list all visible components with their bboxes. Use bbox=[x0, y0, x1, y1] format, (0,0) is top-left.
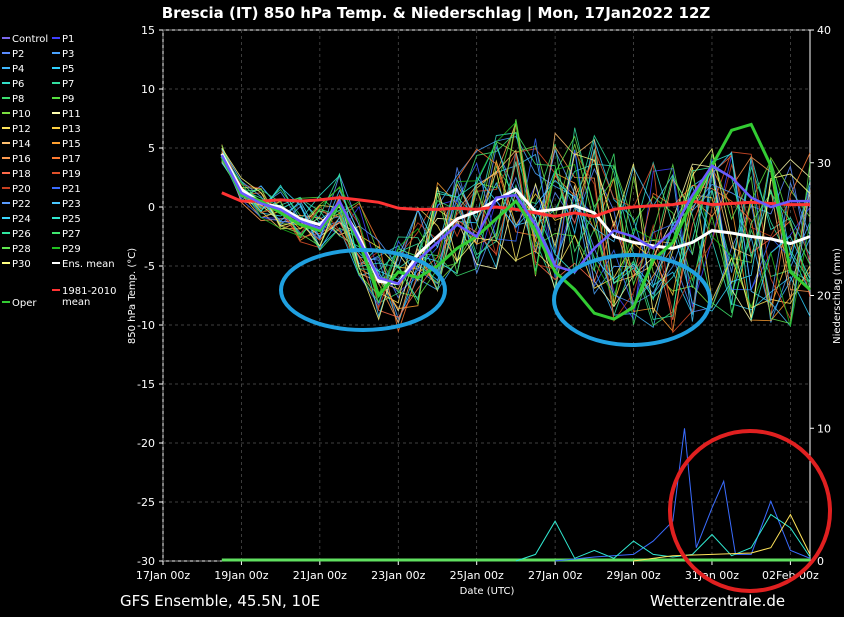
y-tick-label-left: -30 bbox=[137, 555, 155, 568]
x-tick-label: 17Jan 00z bbox=[136, 569, 190, 582]
legend-label: P22 bbox=[12, 199, 31, 210]
ensemble-member-line bbox=[221, 148, 811, 328]
ensemble-member-line bbox=[221, 150, 811, 323]
annotation-ellipse-right bbox=[552, 253, 712, 347]
x-axis: 17Jan 00z 19Jan 00z 21Jan 00z 23Jan 00z 25Ja… bbox=[136, 561, 819, 582]
x-tick-label: 23Jan 00z bbox=[371, 569, 425, 582]
x-tick-label: 02Feb 00z bbox=[762, 569, 819, 582]
legend-label: P23 bbox=[62, 199, 81, 210]
legend-label: P7 bbox=[62, 79, 74, 90]
series-line bbox=[221, 191, 810, 218]
ensemble-member-line bbox=[221, 148, 811, 305]
precip-line bbox=[515, 513, 811, 562]
legend-label: P13 bbox=[62, 124, 81, 135]
series-line bbox=[220, 153, 811, 286]
x-tick-label: 29Jan 00z bbox=[606, 569, 660, 582]
legend-label: P12 bbox=[12, 124, 31, 135]
y-axis-left: 15 10 5 0 -5 -10 -15 -20 -25 -30 bbox=[137, 24, 163, 568]
y-axis-right-label: Niederschlag (mm) bbox=[832, 248, 843, 344]
y-tick-label-left: -25 bbox=[137, 496, 155, 509]
annotation-ellipse-left bbox=[279, 248, 447, 332]
legend-label: P30 bbox=[12, 259, 31, 270]
y-tick-label-right: 40 bbox=[817, 24, 831, 37]
ensemble-member-line bbox=[221, 147, 811, 321]
x-tick-label: 27Jan 00z bbox=[528, 569, 582, 582]
footer-left: GFS Ensemble, 45.5N, 10E bbox=[120, 592, 320, 610]
legend-label: P21 bbox=[62, 184, 81, 195]
legend-label: P27 bbox=[62, 229, 81, 240]
legend: Control P1 P2 P3 P4 P5 P6 P7 P8 P9 P10 P11 P12 P13 P14… bbox=[2, 34, 117, 309]
legend-label: P24 bbox=[12, 214, 31, 225]
legend-label: P11 bbox=[62, 109, 81, 120]
highlight-series bbox=[220, 122, 812, 321]
legend-label: P1 bbox=[62, 34, 74, 45]
y-axis-right: 40 30 20 10 0 bbox=[810, 24, 831, 568]
legend-label: 1981-2010 mean bbox=[62, 286, 117, 308]
ensemble-member-line bbox=[221, 146, 811, 334]
legend-label: P8 bbox=[12, 94, 24, 105]
legend-label: P10 bbox=[12, 109, 31, 120]
legend-label: P9 bbox=[62, 94, 74, 105]
legend-label: P19 bbox=[62, 169, 81, 180]
legend-label: P16 bbox=[12, 154, 31, 165]
annotation-circle-precip bbox=[668, 429, 832, 593]
legend-label: Control bbox=[12, 34, 48, 45]
y-tick-label-left: -15 bbox=[137, 378, 155, 391]
y-tick-label-left: 10 bbox=[141, 83, 155, 96]
legend-label: P18 bbox=[12, 169, 31, 180]
legend-label: P26 bbox=[12, 229, 31, 240]
legend-label: P4 bbox=[12, 64, 24, 75]
x-tick-label: 21Jan 00z bbox=[293, 569, 347, 582]
y-tick-label-left: -20 bbox=[137, 437, 155, 450]
legend-label: Oper bbox=[12, 298, 37, 309]
legend-label: P17 bbox=[62, 154, 81, 165]
chart-title: Brescia (IT) 850 hPa Temp. & Niederschla… bbox=[162, 4, 711, 23]
legend-label: P25 bbox=[62, 214, 81, 225]
footer-right: Wetterzentrale.de bbox=[650, 592, 785, 610]
y-tick-label-left: 0 bbox=[148, 201, 155, 214]
y-tick-label-left: 5 bbox=[148, 142, 155, 155]
ensemble-member-line bbox=[221, 131, 811, 325]
y-tick-label-right: 0 bbox=[817, 555, 824, 568]
x-axis-label: Date (UTC) bbox=[460, 586, 515, 597]
legend-label: P14 bbox=[12, 139, 31, 150]
legend-label: P6 bbox=[12, 79, 24, 90]
y-tick-label-right: 30 bbox=[817, 157, 831, 170]
ensemble-member-line bbox=[221, 148, 811, 333]
legend-label: P28 bbox=[12, 244, 31, 255]
legend-label: Ens. mean bbox=[62, 259, 115, 270]
y-tick-label-left: 15 bbox=[141, 24, 155, 37]
y-axis-left-label: 850 hPa Temp. (°C) bbox=[127, 248, 138, 344]
precipitation-lines bbox=[221, 428, 811, 562]
ensemble-member-line bbox=[221, 160, 811, 312]
y-tick-label-left: -5 bbox=[144, 260, 155, 273]
series-line bbox=[220, 154, 810, 286]
ensemble-member-line bbox=[221, 141, 811, 321]
legend-label: P3 bbox=[62, 49, 74, 60]
y-tick-label-right: 10 bbox=[817, 422, 831, 435]
legend-label: P2 bbox=[12, 49, 24, 60]
legend-label: P20 bbox=[12, 184, 31, 195]
legend-label: P5 bbox=[62, 64, 74, 75]
y-tick-label-right: 20 bbox=[817, 290, 831, 303]
precip-line bbox=[633, 513, 811, 562]
ensemble-member-line bbox=[221, 121, 811, 327]
legend-label: P29 bbox=[62, 244, 81, 255]
x-tick-label: 19Jan 00z bbox=[214, 569, 268, 582]
y-tick-label-left: -10 bbox=[137, 319, 155, 332]
x-tick-label: 25Jan 00z bbox=[450, 569, 504, 582]
precip-line bbox=[555, 428, 811, 562]
legend-label: P15 bbox=[62, 139, 81, 150]
